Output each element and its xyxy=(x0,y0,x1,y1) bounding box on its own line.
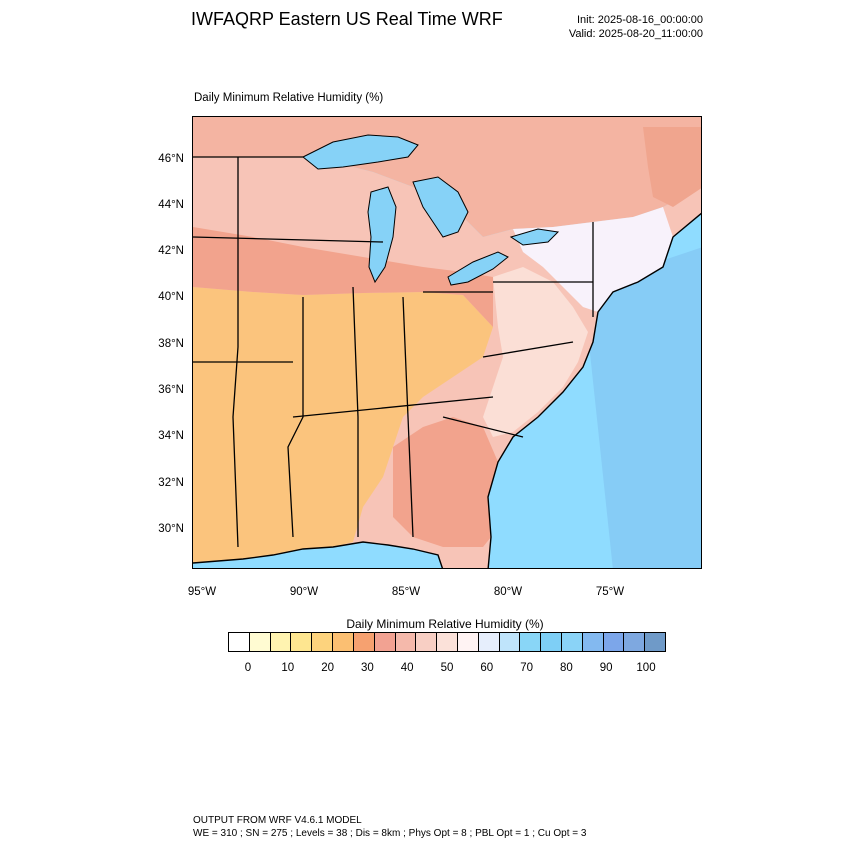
colorbar-box xyxy=(395,633,417,651)
valid-time: Valid: 2025-08-20_11:00:00 xyxy=(568,28,703,40)
colorbar-box xyxy=(603,633,625,651)
colorbar-box xyxy=(249,633,271,651)
lat-label-30: 30°N xyxy=(158,523,184,535)
salmon-southeast xyxy=(393,417,498,547)
lat-label-36: 36°N xyxy=(158,384,184,396)
colorbar-title: Daily Minimum Relative Humidity (%) xyxy=(346,617,544,631)
colorbar-box xyxy=(541,633,562,651)
colorbar-box xyxy=(416,633,438,651)
colorbar-tick-label: 40 xyxy=(400,662,414,674)
lon-label-85: 85°W xyxy=(391,586,421,598)
lat-label-42: 42°N xyxy=(158,245,184,257)
colorbar-box xyxy=(457,633,479,651)
colorbar-box xyxy=(333,633,354,651)
colorbar-box xyxy=(229,633,250,651)
colorbar-box xyxy=(645,633,666,651)
dry-zone xyxy=(193,287,493,563)
colorbar-tick-label: 90 xyxy=(599,662,613,674)
lat-label-32: 32°N xyxy=(158,477,184,489)
colorbar-tick-label: 80 xyxy=(559,662,573,674)
lon-label-80: 80°W xyxy=(493,586,523,598)
colorbar-tick-label: 0 xyxy=(244,662,252,674)
colorbar-box xyxy=(562,633,583,651)
colorbar-box xyxy=(520,633,542,651)
lat-label-34: 34°N xyxy=(158,430,184,442)
lake-huron xyxy=(412,176,469,238)
colorbar-box xyxy=(291,633,313,651)
colorbar-tick-label: 50 xyxy=(440,662,454,674)
map-canvas xyxy=(193,117,701,568)
lon-label-95: 95°W xyxy=(187,586,217,598)
colorbar-box xyxy=(374,633,396,651)
salmon-band xyxy=(193,227,493,327)
lat-label-46: 46°N xyxy=(158,153,184,165)
lake-ontario xyxy=(509,228,560,246)
lat-label-38: 38°N xyxy=(158,338,184,350)
map-panel xyxy=(192,116,702,569)
model-options: WE = 310 ; SN = 275 ; Levels = 38 ; Dis … xyxy=(193,828,587,839)
colorbar-box xyxy=(437,633,458,651)
colorbar-box xyxy=(499,633,521,651)
lon-label-90: 90°W xyxy=(289,586,319,598)
lon-label-75: 75°W xyxy=(595,586,625,598)
colorbar-tick-label: 30 xyxy=(360,662,374,674)
ocean-deep xyxy=(583,247,701,568)
chart-title: IWFAQRP Eastern US Real Time WRF xyxy=(191,9,503,29)
model-info: OUTPUT FROM WRF V4.6.1 MODEL xyxy=(193,815,362,826)
colorbar-box xyxy=(624,633,646,651)
init-time: Init: 2025-08-16_00:00:00 xyxy=(577,14,703,26)
lake-superior xyxy=(302,134,419,170)
colorbar-box xyxy=(270,633,292,651)
appalachian-band xyxy=(483,267,588,437)
field-title: Daily Minimum Relative Humidity (%) xyxy=(194,92,384,104)
colorbar-tick-label: 10 xyxy=(281,662,295,674)
lat-label-40: 40°N xyxy=(158,291,184,303)
lat-label-44: 44°N xyxy=(158,199,184,211)
colorbar-box xyxy=(582,633,604,651)
colorbar-tick-label: 20 xyxy=(321,662,334,674)
lake-erie xyxy=(447,251,509,286)
lake-michigan xyxy=(367,186,397,284)
coastline xyxy=(487,212,701,568)
new-england-patch xyxy=(643,127,701,207)
colorbar-box xyxy=(312,633,334,651)
colorbar xyxy=(228,632,666,652)
colorbar-tick-label: 70 xyxy=(520,662,533,674)
colorbar-box xyxy=(353,633,375,651)
canada xyxy=(193,117,701,237)
colorbar-tick-label: 60 xyxy=(480,662,494,674)
colorbar-tick-label: 100 xyxy=(636,662,656,674)
colorbar-box xyxy=(478,633,500,651)
gulf-coast xyxy=(193,541,444,568)
state-boundaries xyxy=(193,156,594,548)
